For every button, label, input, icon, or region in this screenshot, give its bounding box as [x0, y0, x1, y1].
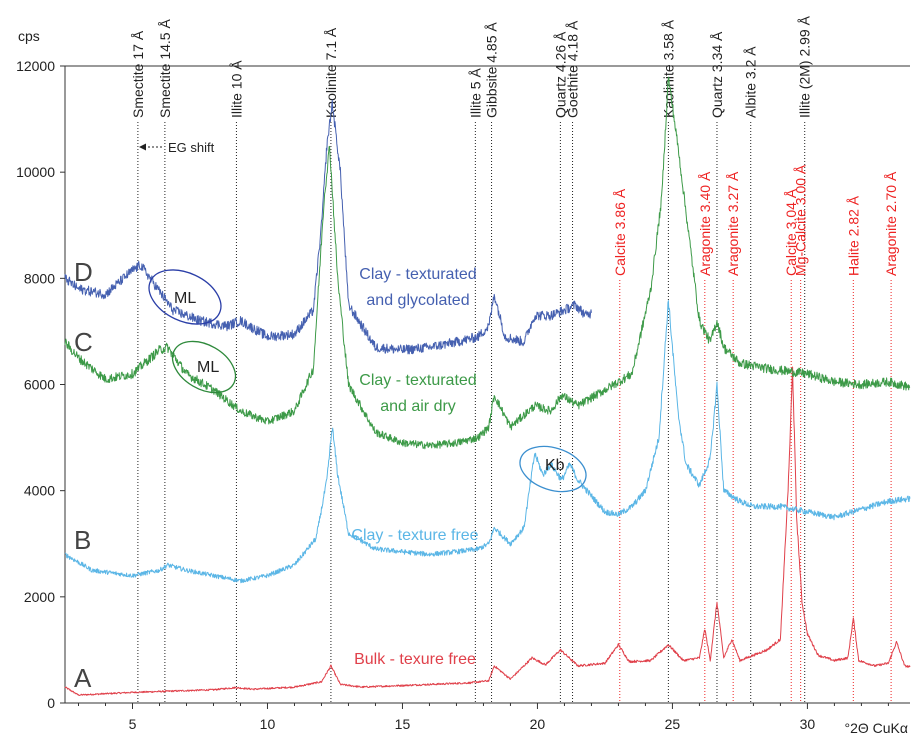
reference-label: Gibbsite 4.85 Å: [484, 22, 500, 118]
ml-ellipse-d: [148, 269, 222, 325]
reference-lines: Smectite 17 Å Smectite 14.5 Å Illite 10 Å K…: [130, 15, 899, 703]
series-line-b: [64, 300, 911, 584]
y-tick-label: 10000: [16, 164, 55, 180]
x-tick-label: 5: [129, 716, 137, 732]
reference-label: Goethite 4.18 Å: [565, 20, 581, 118]
series-letter-labels: A B C D: [74, 257, 93, 693]
x-axis-label: °2Θ CuKα: [845, 720, 909, 736]
series-letter-c: C: [74, 327, 93, 357]
series-letter-a: A: [74, 663, 92, 693]
reference-label: Aragonite 3.27 Å: [725, 171, 741, 276]
reference-label: Smectite 17 Å: [130, 30, 146, 118]
reference-label: Illite 10 Å: [228, 60, 244, 118]
series-name-labels: Bulk - texure free Clay - texture free Cla…: [351, 266, 478, 668]
series-name-d: Clay - texturated and glycolated: [359, 266, 476, 309]
kb-ellipse: [519, 445, 587, 493]
reference-label: Aragonite 3.40 Å: [697, 171, 713, 276]
eg-shift-arrowhead: [139, 143, 146, 151]
reference-label: Calcite 3.86 Å: [612, 188, 628, 276]
series-line-a: [64, 366, 911, 696]
reference-label: Smectite 14.5 Å: [157, 19, 173, 118]
series-name-a: Bulk - texure free: [354, 651, 476, 668]
reference-label: Illite (2M) 2.99 Å: [797, 15, 813, 118]
ml-ellipse-c: [171, 340, 237, 394]
x-tick-label: 15: [395, 716, 411, 732]
y-tick-label: 6000: [24, 377, 55, 393]
y-tick-label: 0: [47, 695, 55, 711]
reference-label: Quartz 3.34 Å: [709, 31, 725, 118]
y-axis-ticks: 0 2000 4000 6000 8000 10000 12000: [16, 58, 65, 711]
x-tick-label: 30: [800, 716, 816, 732]
eg-shift-label: EG shift: [168, 140, 215, 155]
ml-label-c: ML: [197, 359, 219, 376]
reference-label: Calcite 3.04 Å: [783, 188, 799, 276]
diffraction-series: [64, 76, 911, 696]
x-tick-label: 20: [530, 716, 546, 732]
y-tick-label: 4000: [24, 483, 55, 499]
ml-label-d: ML: [174, 290, 196, 307]
kb-label: Kb: [545, 457, 565, 474]
reference-label: Illite 5 Å: [467, 68, 483, 118]
reference-label: Kaolinite 3.58 Å: [660, 19, 676, 118]
kb-annotation: Kb: [519, 445, 587, 493]
ml-annotation-c: ML: [171, 340, 237, 394]
ml-annotation-d: ML: [148, 269, 222, 325]
reference-label: Aragonite 2.70 Å: [883, 171, 899, 276]
series-letter-b: B: [74, 525, 91, 555]
x-axis-ticks: 5 10 15 20 25 30: [77, 703, 889, 732]
series-letter-d: D: [74, 257, 93, 287]
series-line-d: [64, 99, 592, 355]
series-name-c: Clay - texturated and air dry: [359, 372, 476, 415]
reference-label: Halite 2.82 Å: [845, 195, 861, 276]
reference-label: Albite 3.2 Å: [743, 46, 759, 118]
reference-label: Kaolinite 7.1 Å: [323, 27, 339, 118]
reference-label: Mg-Calcite 3.00 Å: [793, 164, 809, 276]
eg-shift-annotation: EG shift: [139, 140, 215, 155]
y-tick-label: 12000: [16, 58, 55, 74]
y-tick-label: 8000: [24, 270, 55, 286]
y-tick-label: 2000: [24, 589, 55, 605]
series-line-c: [64, 76, 911, 450]
x-tick-label: 25: [665, 716, 681, 732]
reference-label: Quartz 4.26 Å: [552, 31, 568, 118]
series-name-b: Clay - texture free: [351, 527, 478, 544]
x-tick-label: 10: [260, 716, 276, 732]
y-axis-label: cps: [18, 28, 40, 44]
